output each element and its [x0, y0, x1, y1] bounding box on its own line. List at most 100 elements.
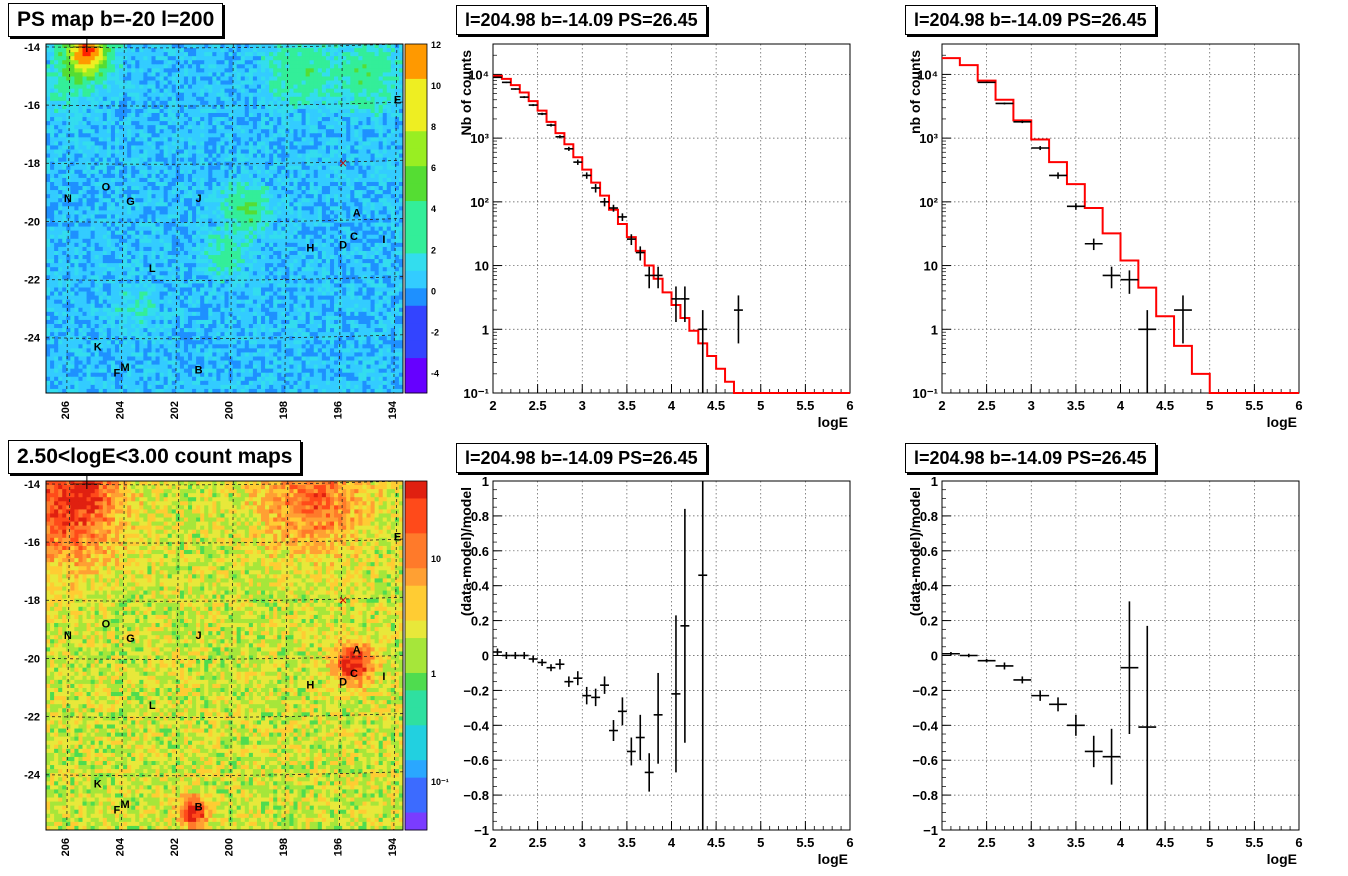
y-tick-label: 10⁻¹ [912, 386, 938, 401]
colorbar-tick-label: 12 [431, 40, 441, 50]
map-x-tick-label: 206 [60, 401, 72, 419]
y-tick-label: 10³ [919, 131, 938, 146]
colorbar-swatch [405, 795, 427, 814]
x-tick-label: 2.5 [978, 835, 996, 850]
y-tick-label: −0.2 [463, 683, 489, 698]
x-tick-label: 2 [489, 398, 496, 413]
colorbar-swatch [405, 131, 427, 150]
x-tick-label: 3.5 [1067, 398, 1085, 413]
map-source-label: L [149, 263, 156, 275]
map-x-tick-label: 198 [278, 401, 290, 419]
x-axis-label: logE [1267, 851, 1297, 867]
map-source-label: A [353, 208, 361, 220]
map-panel-count: O N G J ACD H I E L K MF B -14 -16 -18 -20 -22 -24 206 204 2… [24, 473, 449, 856]
map-source-label: K [94, 778, 102, 790]
map-x-tick-label: 194 [387, 837, 399, 856]
map-grid-line-l [338, 43, 343, 394]
map-source-label: I [382, 234, 385, 246]
colorbar-swatch [405, 498, 427, 517]
x-tick-label: 4 [668, 398, 676, 413]
x-tick-label: 5.5 [1245, 835, 1263, 850]
y-tick-label: 0.2 [471, 614, 489, 629]
spectrum-right: 2 2.5 3 3.5 4 4.5 5 5.5 6 10⁻¹ 1 10 10² 10³ 10⁴ logE nb … [907, 43, 1303, 430]
colorbar-swatch [405, 201, 427, 219]
map-source-label: L [149, 700, 156, 712]
x-tick-label: 2.5 [529, 398, 547, 413]
colorbar-swatch [405, 603, 427, 622]
x-tick-label: 6 [846, 835, 853, 850]
y-tick-label: 0.8 [920, 509, 938, 524]
y-tick-label: −0.6 [463, 753, 489, 768]
y-axis-label: (data-model)/model [458, 487, 474, 616]
map-source-label: N [64, 193, 72, 205]
x-tick-label: 3.5 [618, 398, 636, 413]
map-frame [45, 480, 404, 831]
map-x-tick-label: 202 [169, 401, 181, 419]
map-source-label: B [195, 802, 203, 814]
plot-grid [493, 481, 850, 830]
x-tick-label: 6 [1295, 398, 1302, 413]
y-tick-label: 10⁴ [917, 67, 938, 82]
map-grid-line-l [284, 43, 289, 394]
spectrum-left: 2 2.5 3 3.5 4 4.5 5 5.5 6 10⁻¹ 1 10 10² 10³ 10⁴ logE Nb … [458, 43, 854, 430]
colorbar-tick-label: -4 [431, 368, 439, 378]
colorbar-swatch [405, 725, 427, 744]
map-grid-line-l [175, 43, 180, 394]
x-tick-label: 3 [579, 398, 586, 413]
colorbar-swatch [405, 481, 427, 499]
x-axis-label: logE [1267, 414, 1297, 430]
colorbar-swatch [405, 812, 427, 831]
map-top-title: PS map b=-20 l=200 [8, 3, 224, 37]
res-right-title: l=204.98 b=-14.09 PS=26.45 [905, 443, 1156, 473]
map-y-tick-label: -18 [24, 158, 40, 170]
map-grid [45, 43, 404, 394]
x-tick-label: 5 [757, 835, 764, 850]
residual-left: 2 2.5 3 3.5 4 4.5 5 5.5 6 −1 −0.8 −0.6 −0.4 −0.2 0 0.2 0… [458, 474, 854, 867]
map-source-label: J [196, 193, 202, 205]
map-grid-line-l [66, 43, 71, 394]
y-tick-label: −0.4 [912, 718, 938, 733]
map-y-tick-label: -20 [24, 653, 40, 665]
colorbar-swatch [405, 340, 427, 359]
map-heat-cells [46, 481, 404, 831]
spec-left-title: l=204.98 b=-14.09 PS=26.45 [456, 5, 707, 35]
map-grid-line-l [229, 480, 234, 831]
y-tick-label: 0 [931, 649, 938, 664]
colorbar-swatch [405, 672, 427, 691]
plot-grid [493, 44, 850, 393]
colorbar-swatch [405, 235, 427, 254]
colorbar-swatch [405, 61, 427, 80]
map-grid-line-l [120, 480, 125, 831]
res-left-title: l=204.98 b=-14.09 PS=26.45 [456, 443, 707, 473]
map-source-label: I [382, 671, 385, 683]
map-x-tick-label: 194 [387, 400, 399, 419]
y-tick-label: 0.6 [471, 544, 489, 559]
x-axis-label: logE [818, 414, 848, 430]
map-x-marker [339, 596, 347, 604]
map-source-label: G [126, 196, 135, 208]
map-source-label: E [394, 94, 401, 106]
map-colorbar: 12 10 8 6 4 2 0 -2 -4 [404, 40, 441, 394]
y-tick-label: 0 [482, 649, 489, 664]
x-tick-label: 4 [668, 835, 676, 850]
map-x-tick-label: 200 [223, 401, 235, 419]
x-tick-label: 5.5 [796, 835, 814, 850]
x-tick-label: 2.5 [529, 835, 547, 850]
map-colorbar: 10 1 10⁻¹ [404, 480, 449, 831]
model-step-line [493, 74, 850, 394]
colorbar-swatch [405, 777, 427, 796]
colorbar-swatch [405, 515, 427, 534]
colorbar-swatch [405, 270, 427, 289]
map-source-label: O [102, 619, 111, 631]
map-grid-line-l [338, 480, 343, 831]
colorbar-tick-label: 0 [431, 286, 436, 296]
y-tick-label: 0.8 [471, 509, 489, 524]
colorbar-swatch [405, 655, 427, 674]
model-step-line [942, 57, 1299, 394]
colorbar-swatch [405, 113, 427, 132]
x-tick-label: 3 [1028, 835, 1035, 850]
colorbar-frame [404, 480, 428, 831]
colorbar-tick-label: 8 [431, 122, 436, 132]
map-frame [45, 43, 404, 394]
